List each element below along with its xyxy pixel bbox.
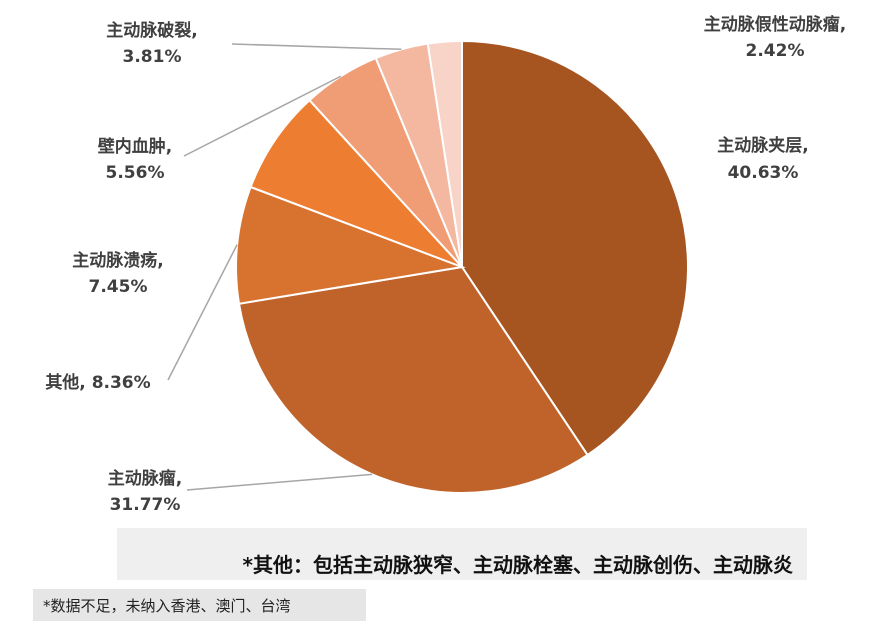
slice-value-0: 40.63% <box>728 163 799 183</box>
slice-label-3: 主动脉溃疡, <box>72 250 163 271</box>
slice-value-4: 5.56% <box>106 163 165 183</box>
leader-line-4 <box>183 75 342 157</box>
leader-line-5 <box>231 43 402 51</box>
pie-slice-6 <box>426 39 463 268</box>
slice-value-6: 2.42% <box>746 41 805 61</box>
slice-label-6: 主动脉假性动脉瘤, <box>704 14 846 35</box>
note-box: *其他：包括主动脉狭窄、主动脉栓塞、主动脉创伤、主动脉炎 <box>117 528 807 580</box>
leader-line-2 <box>167 244 238 381</box>
data-source-note: *数据不足，未纳入香港、澳门、台湾 <box>43 597 291 615</box>
pie-slice-3 <box>249 98 463 268</box>
slice-value-3: 7.45% <box>89 277 148 297</box>
slice-label-5: 主动脉破裂, <box>106 20 197 41</box>
slice-label-0: 主动脉夹层, <box>717 135 808 156</box>
slice-label-4: 壁内血肿, <box>98 136 172 157</box>
other-category-note: *其他：包括主动脉狭窄、主动脉栓塞、主动脉创伤、主动脉炎 <box>242 553 793 577</box>
leader-line-1 <box>186 473 373 491</box>
data-source-box: *数据不足，未纳入香港、澳门、台湾 <box>33 589 366 621</box>
slice-value-5: 3.81% <box>123 47 182 67</box>
pie-slices <box>235 39 689 494</box>
slice-label-2: 其他, 8.36% <box>45 372 150 393</box>
pie-slice-1 <box>237 265 589 494</box>
slice-labels: 主动脉夹层, 40.63% 主动脉瘤, 31.77% 其他, 8.36% 主动脉溃疡, 7.… <box>45 14 846 515</box>
slice-label-1: 主动脉瘤, <box>108 468 182 489</box>
slice-value-1: 31.77% <box>110 495 181 515</box>
leader-lines <box>167 43 402 491</box>
